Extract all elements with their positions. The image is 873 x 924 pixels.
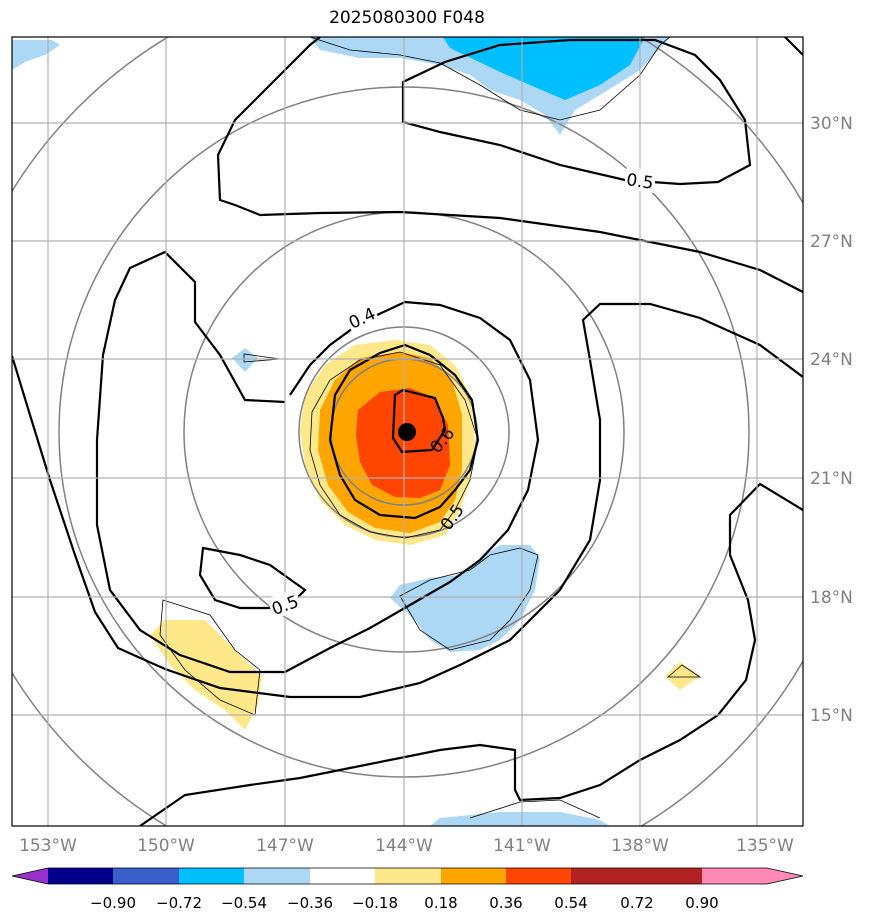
colorbar-segment xyxy=(637,868,702,884)
colorbar-segment xyxy=(244,868,310,884)
colorbar-tick-label: 0.36 xyxy=(489,894,522,912)
colorbar-tick-label: −0.18 xyxy=(352,894,398,912)
lat-label: 18°N xyxy=(810,588,853,608)
storm-center-marker xyxy=(398,423,416,441)
lon-label: 144°W xyxy=(375,836,433,856)
colorbar-tick-label: 0.54 xyxy=(554,894,587,912)
colorbar-segment xyxy=(571,868,637,884)
longitude-labels: 153°W 150°W 147°W 144°W 141°W 138°W 135°… xyxy=(19,836,794,856)
lat-label: 15°N xyxy=(810,706,853,726)
thick-contours xyxy=(12,37,803,826)
colorbar: −0.90 −0.72 −0.54 −0.36 −0.18 0.18 0.36 … xyxy=(11,867,804,912)
colorbar-tick-label: 0.72 xyxy=(620,894,653,912)
colorbar-tick-label: 0.18 xyxy=(424,894,457,912)
colorbar-tick-label: −0.36 xyxy=(287,894,333,912)
colorbar-segment xyxy=(48,868,113,884)
colorbar-segment xyxy=(375,868,441,884)
latitude-labels: 30°N 27°N 24°N 21°N 18°N 15°N xyxy=(810,114,853,726)
lon-label: 135°W xyxy=(736,836,794,856)
lat-label: 24°N xyxy=(810,350,853,370)
colorbar-ticks: −0.90 −0.72 −0.54 −0.36 −0.18 0.18 0.36 … xyxy=(90,894,719,912)
colorbar-extend-right xyxy=(702,868,803,884)
colorbar-tick-label: −0.90 xyxy=(90,894,136,912)
colorbar-extend-left xyxy=(12,868,48,884)
colorbar-segment xyxy=(506,868,571,884)
colorbar-segment xyxy=(441,868,506,884)
map-title: 2025080300 F048 xyxy=(329,8,485,28)
contour-label: 0.5 xyxy=(625,170,655,194)
lon-label: 150°W xyxy=(137,836,195,856)
shading-red-orange xyxy=(356,388,450,498)
lon-label: 147°W xyxy=(256,836,314,856)
lon-label: 138°W xyxy=(611,836,669,856)
lat-label: 21°N xyxy=(810,469,853,489)
colorbar-tick-label: −0.54 xyxy=(221,894,267,912)
lon-label: 153°W xyxy=(19,836,77,856)
shading-cyan xyxy=(443,37,645,100)
lat-label: 27°N xyxy=(810,232,853,252)
map-frame xyxy=(11,36,804,827)
colorbar-segment xyxy=(113,868,179,884)
colorbar-tick-label: −0.72 xyxy=(156,894,202,912)
colorbar-segment xyxy=(179,868,244,884)
map-plot-area: 0.5 0.4 0.6 0.5 0.5 xyxy=(12,37,803,826)
lon-label: 141°W xyxy=(493,836,551,856)
lat-label: 30°N xyxy=(810,114,853,134)
colorbar-segment xyxy=(310,868,375,884)
colorbar-tick-label: 0.90 xyxy=(685,894,718,912)
